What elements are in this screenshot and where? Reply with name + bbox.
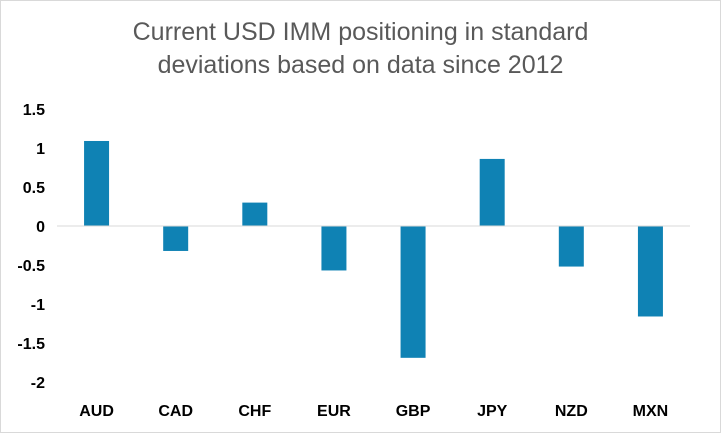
bar-eur [321,226,347,271]
y-tick-label: 0 [36,219,45,236]
bar-cad [163,226,189,251]
x-category-label: CAD [158,403,193,420]
chart-title-line-2: deviations based on data since 2012 [157,51,564,79]
y-tick-label: -1 [31,297,45,314]
x-category-label: CHF [238,403,271,420]
bar-chf [242,202,268,226]
y-tick-label: -1.5 [17,336,45,353]
x-category-label: JPY [477,403,508,420]
x-category-label: GBP [396,403,431,420]
chart-title-line-1: Current USD IMM positioning in standard [132,18,589,46]
y-tick-label: -0.5 [17,258,45,275]
bar-nzd [558,226,584,267]
y-axis-ticks: 1.5 1 0.5 0 -0.5 -1 -1.5 -2 [17,102,45,392]
chart-title: Current USD IMM positioning in standard … [0,16,721,82]
x-category-label: AUD [79,403,114,420]
x-category-label: NZD [555,403,588,420]
x-axis-labels: AUD CAD CHF EUR GBP JPY NZD MXN [79,403,668,420]
x-category-label: EUR [317,403,351,420]
bar-mxn [637,226,663,317]
y-tick-label: 1 [36,141,45,158]
y-tick-label: 1.5 [23,102,45,119]
bar-jpy [479,158,505,226]
y-tick-label: 0.5 [23,180,45,197]
y-tick-label: -2 [31,375,45,392]
bar-gbp [400,226,426,358]
x-category-label: MXN [633,403,669,420]
bar-aud [84,140,110,226]
bars [84,140,663,358]
